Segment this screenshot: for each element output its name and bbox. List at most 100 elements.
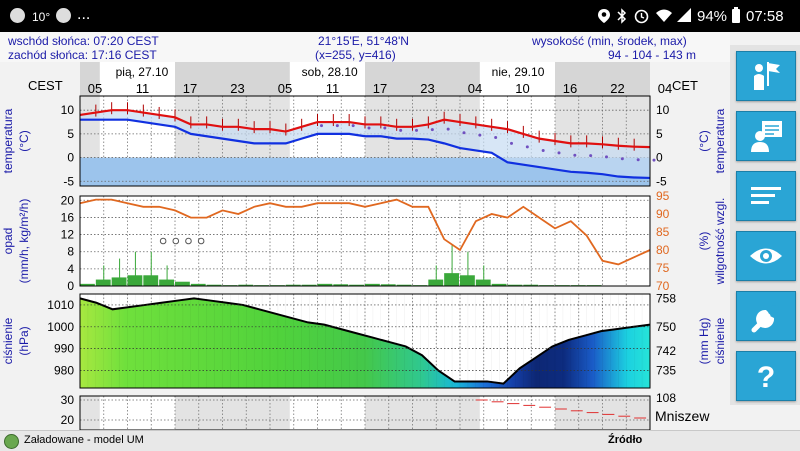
y-tick-label: 20 — [61, 413, 75, 427]
source-link[interactable]: Źródło — [608, 434, 642, 446]
hour-label: 04 — [468, 81, 482, 96]
sensed-temp-dot — [510, 142, 513, 145]
sensed-temp-dot — [589, 154, 592, 157]
info-header: wschód słońca: 07:20 CEST zachód słońca:… — [0, 32, 730, 62]
y-axis-title-right: ciśnienie — [713, 317, 727, 364]
sensed-temp-dot — [320, 124, 323, 127]
night-band — [365, 396, 480, 430]
pressure-panel — [80, 294, 650, 388]
sensed-temp-dot — [637, 158, 640, 161]
y-tick-label: 16 — [61, 210, 75, 224]
location-icon — [597, 8, 611, 24]
tz-right: CET — [672, 78, 698, 93]
altitude-label: wysokość (min, środek, max) — [532, 34, 687, 48]
weather-symbol — [198, 238, 204, 244]
contact-card-icon — [746, 116, 786, 156]
y-axis-unit-right: (mm Hg) — [697, 318, 711, 365]
y-tick-label: 5 — [67, 127, 74, 141]
y-tick-label: 990 — [54, 342, 74, 356]
sensed-temp-dot — [383, 126, 386, 129]
y-tick-label: 8 — [67, 245, 74, 259]
y-axis-title-right: temperatura — [713, 108, 727, 173]
y-axis-title: temperatura — [1, 108, 15, 173]
hour-label: 22 — [610, 81, 624, 96]
y-tick-label: 0 — [67, 151, 74, 165]
precip-bar — [128, 275, 143, 286]
y-tick-label: 1000 — [47, 320, 74, 334]
battery-icon — [731, 7, 741, 24]
y-tick-label-right: 95 — [656, 189, 670, 203]
status-temperature: 10° — [32, 10, 50, 24]
y-tick-label: -5 — [63, 174, 74, 188]
precip-bar — [175, 282, 190, 286]
sensed-temp-dot — [526, 145, 529, 148]
clock: 07:58 — [746, 8, 784, 25]
sunrise-text: wschód słońca: 07:20 CEST — [8, 34, 159, 48]
signal-icon — [676, 7, 692, 23]
load-status: Załadowane - model UM — [24, 434, 144, 446]
sensed-temp-dot — [542, 149, 545, 152]
y-axis-unit: (hPa) — [17, 326, 31, 355]
y-tick-label-right: -5 — [656, 174, 667, 188]
y-tick-label: 1010 — [47, 298, 74, 312]
list-button[interactable] — [736, 171, 796, 221]
hour-label: 11 — [136, 81, 150, 96]
sensed-temp-dot — [431, 128, 434, 131]
y-tick-label-right: 10 — [656, 103, 670, 117]
status-more: ... — [77, 6, 90, 24]
question-icon: ? — [746, 356, 786, 396]
hour-label: 04 — [658, 81, 672, 96]
y-axis-unit: (mm/h, kg/m²/h) — [17, 199, 31, 284]
weather-symbol — [160, 238, 166, 244]
sensed-temp-dot — [399, 129, 402, 132]
sensed-temp-dot — [352, 124, 355, 127]
legend-button[interactable] — [736, 111, 796, 161]
sensed-temp-dot — [558, 151, 561, 154]
sensed-temp-dot — [621, 157, 624, 160]
y-tick-label-right: 80 — [656, 243, 670, 257]
sensed-temp-dot — [336, 124, 339, 127]
sensed-temp-dot — [605, 155, 608, 158]
hour-label: 10 — [515, 81, 529, 96]
y-tick-label: 20 — [61, 193, 75, 207]
y-tick-label: 12 — [61, 228, 75, 242]
tz-left: CEST — [28, 78, 63, 93]
sensed-temp-dot — [463, 131, 466, 134]
day-label: pią, 27.10 — [116, 65, 169, 79]
sensed-temp-dot — [368, 126, 371, 129]
precipitation-panel — [80, 196, 650, 286]
place-button[interactable] — [736, 51, 796, 101]
y-tick-label-right: 75 — [656, 261, 670, 275]
temperature-panel — [80, 96, 656, 186]
y-tick-label-right: 735 — [656, 364, 676, 378]
y-axis-unit-right: (°C) — [697, 130, 711, 151]
y-axis-unit-right: (%) — [697, 232, 711, 251]
bottom-panel — [80, 396, 650, 430]
help-button[interactable]: ? — [736, 351, 796, 401]
settings-button[interactable] — [736, 291, 796, 341]
y-tick-label: 4 — [67, 262, 74, 276]
y-tick-label: 980 — [54, 364, 74, 378]
hour-label: 11 — [326, 81, 340, 96]
y-tick-label-right: 90 — [656, 207, 670, 221]
y-axis-unit: (°C) — [17, 130, 31, 151]
view-button[interactable] — [736, 231, 796, 281]
precip-bar — [444, 273, 459, 286]
y-tick-label-right: 5 — [656, 127, 663, 141]
flag-person-icon — [746, 56, 786, 96]
y-tick-label: 10 — [61, 103, 75, 117]
location-name: Mniszew — [655, 408, 709, 424]
hour-label: 23 — [230, 81, 244, 96]
y-tick-label-right: 742 — [656, 344, 676, 358]
sensed-temp-dot — [573, 154, 576, 157]
hour-label: 05 — [278, 81, 292, 96]
weather-icon — [10, 8, 25, 23]
altitude-values: 94 - 104 - 143 m — [608, 48, 696, 62]
hour-label: 05 — [88, 81, 102, 96]
y-tick-label-right: 0 — [656, 151, 663, 165]
wifi-icon — [655, 7, 673, 23]
grid-text: (x=255, y=416) — [315, 48, 396, 62]
sensed-temp-dot — [478, 134, 481, 137]
